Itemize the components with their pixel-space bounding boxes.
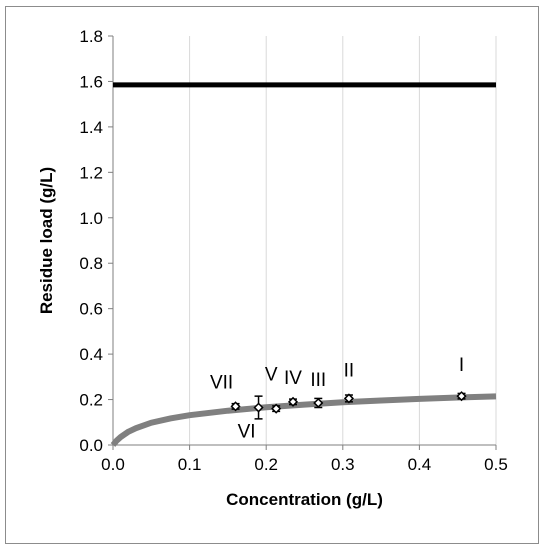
data-point	[287, 396, 299, 407]
data-point	[456, 391, 467, 402]
y-tick-label: 0.4	[79, 345, 103, 364]
data-point	[253, 402, 264, 413]
x-tick-label: 0.5	[484, 455, 508, 474]
y-axis-title: Residue load (g/L)	[37, 167, 56, 314]
y-tick-label: 0.8	[79, 254, 103, 273]
y-tick-label: 1.8	[79, 27, 103, 46]
x-tick-label: 0.2	[254, 455, 278, 474]
fit-curve	[110, 393, 497, 447]
x-tick-label: 0.1	[178, 455, 202, 474]
data-point	[271, 403, 282, 414]
data-point	[230, 401, 241, 412]
chart-frame	[5, 6, 539, 544]
x-tick-label: 0.0	[101, 455, 125, 474]
point-label: III	[310, 370, 326, 391]
y-tick-label: 0.2	[79, 391, 103, 410]
y-tick-label: 1.6	[79, 72, 103, 91]
y-tick-label: 0.0	[79, 436, 103, 455]
point-label: I	[459, 355, 464, 376]
y-tick-label: 1.4	[79, 118, 103, 137]
data-point	[343, 393, 354, 404]
y-tick-label: 1.2	[79, 163, 103, 182]
grid-lines	[189, 36, 497, 445]
point-label: IV	[284, 368, 302, 389]
plot-area	[110, 82, 497, 447]
x-axis-title: Concentration (g/L)	[226, 490, 383, 509]
point-label: II	[344, 360, 355, 381]
y-tick-label: 0.6	[79, 300, 103, 319]
x-tick-label: 0.4	[408, 455, 432, 474]
data-point	[313, 397, 324, 409]
point-label: VII	[210, 372, 233, 393]
point-label: VI	[238, 422, 256, 443]
point-label: V	[265, 365, 278, 386]
axes: 0.0 0.2 0.4 0.6 0.8 1.0 1.2 1.4 1.6 1.8 0.0 0.1 0.2 0…	[79, 27, 507, 474]
x-tick-label: 0.3	[331, 455, 355, 474]
y-tick-label: 1.0	[79, 209, 103, 228]
